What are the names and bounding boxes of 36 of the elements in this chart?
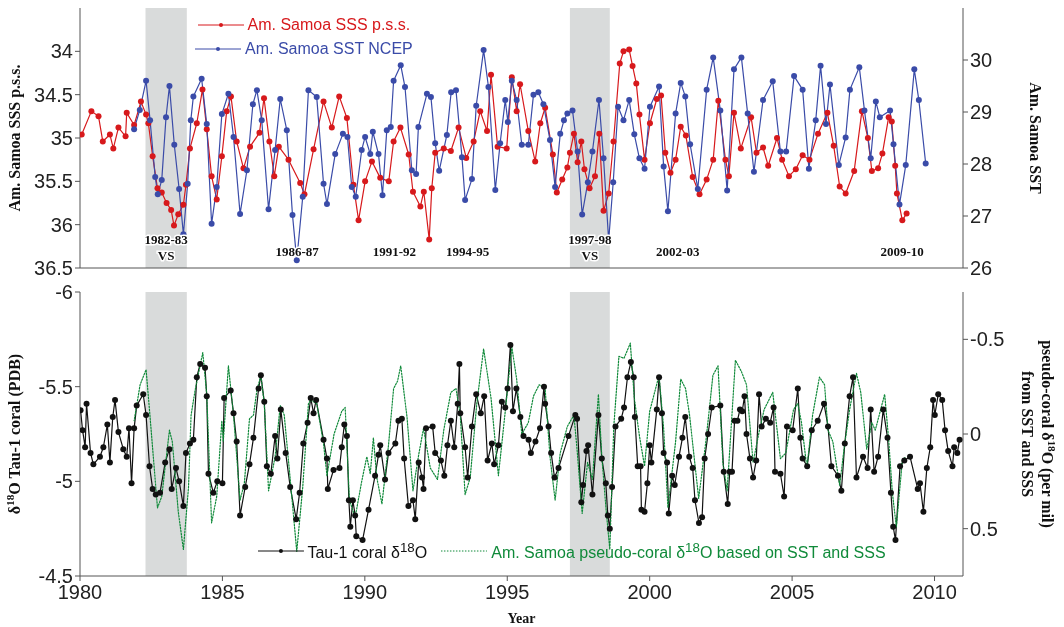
- y-tick-label: -5.5: [38, 375, 73, 398]
- y2-tick-label: 0: [970, 423, 982, 446]
- y-tick-label: 36.5: [34, 257, 73, 280]
- x-tick-label: 1995: [485, 581, 530, 604]
- y2-tick-label: 0.5: [970, 517, 998, 540]
- x-tick-label: 1990: [342, 581, 388, 604]
- legend-label: Tau-1 coral δ$^{18}$O: [307, 540, 428, 563]
- x-tick-label: 1985: [200, 581, 245, 604]
- band-label: 1997-98 VS: [568, 232, 613, 263]
- y-tick-label: 35: [50, 127, 73, 150]
- annotation: 1991-92: [372, 244, 417, 259]
- y2-tick-label: 29: [970, 101, 993, 124]
- band-label: 1982-83 VS: [144, 232, 189, 263]
- legend-label: Am. Samoa SSS p.s.s.: [247, 16, 411, 34]
- legend-label: Am. Samoa pseudo-coral δ$^{18}$O based on SST and SSS: [491, 540, 886, 563]
- x-axis-title: Year: [507, 611, 536, 626]
- y-axis-title: Am. Samoa SSS p.s.s.: [6, 64, 24, 212]
- y2-tick-label: 26: [970, 257, 993, 280]
- y-tick-label: -6: [55, 281, 73, 304]
- y-tick-label: 34: [50, 40, 73, 63]
- annotation: 1994-95: [445, 244, 490, 259]
- y-tick-label: 35.5: [34, 170, 73, 193]
- y2-tick-label: 28: [970, 153, 993, 176]
- y2-tick-label: 30: [970, 49, 993, 72]
- y2-tick-label: 27: [970, 205, 993, 228]
- x-tick-label: 2005: [769, 581, 815, 604]
- y-tick-label: -5: [55, 470, 73, 493]
- annotation: 2009-10: [880, 244, 924, 259]
- y2-tick-label: -0.5: [970, 328, 1005, 351]
- y-tick-label: 36: [50, 213, 73, 236]
- annotation: 2002-03: [656, 244, 700, 259]
- x-tick-label: 2000: [627, 581, 672, 604]
- y-tick-label: 34.5: [34, 83, 73, 106]
- legend-label: Am. Samoa SST NCEP: [245, 40, 413, 58]
- y2-axis-title: Am. Samoa SST: [1027, 82, 1044, 195]
- x-tick-label: 2010: [912, 581, 957, 604]
